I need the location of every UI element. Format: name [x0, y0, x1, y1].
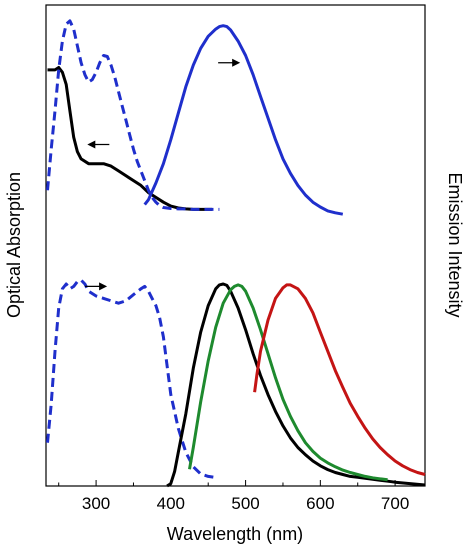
arrow-right-3	[85, 282, 108, 291]
x-tick-label-500: 500	[231, 494, 259, 513]
arrow-left-2	[87, 140, 110, 149]
y-axis-title-right: Emission Intensity	[445, 172, 465, 317]
x-tick-label-400: 400	[157, 494, 185, 513]
series-line-bottom-emission-6	[188, 283, 388, 482]
x-axis-title: Wavelength (nm)	[167, 524, 303, 544]
arrow-layer	[85, 58, 241, 291]
ticks-layer: 300 400 500 600 700	[58, 480, 409, 513]
y-axis-title-left: Optical Absorption	[4, 172, 24, 318]
series-layer	[46, 19, 426, 488]
arrow-right-1	[218, 58, 241, 67]
x-tick-label-700: 700	[381, 494, 409, 513]
x-tick-label-600: 600	[306, 494, 334, 513]
plot-frame	[45, 4, 426, 487]
series-line-bottom-excitation-4	[46, 278, 215, 479]
x-tick-label-300: 300	[82, 494, 110, 513]
series-line-bottom-emission-7	[253, 283, 426, 476]
series-line-top-emission-3	[143, 24, 344, 216]
series-line-bottom-emission-5	[166, 282, 426, 488]
series-line-top-excitation-2	[46, 19, 220, 211]
